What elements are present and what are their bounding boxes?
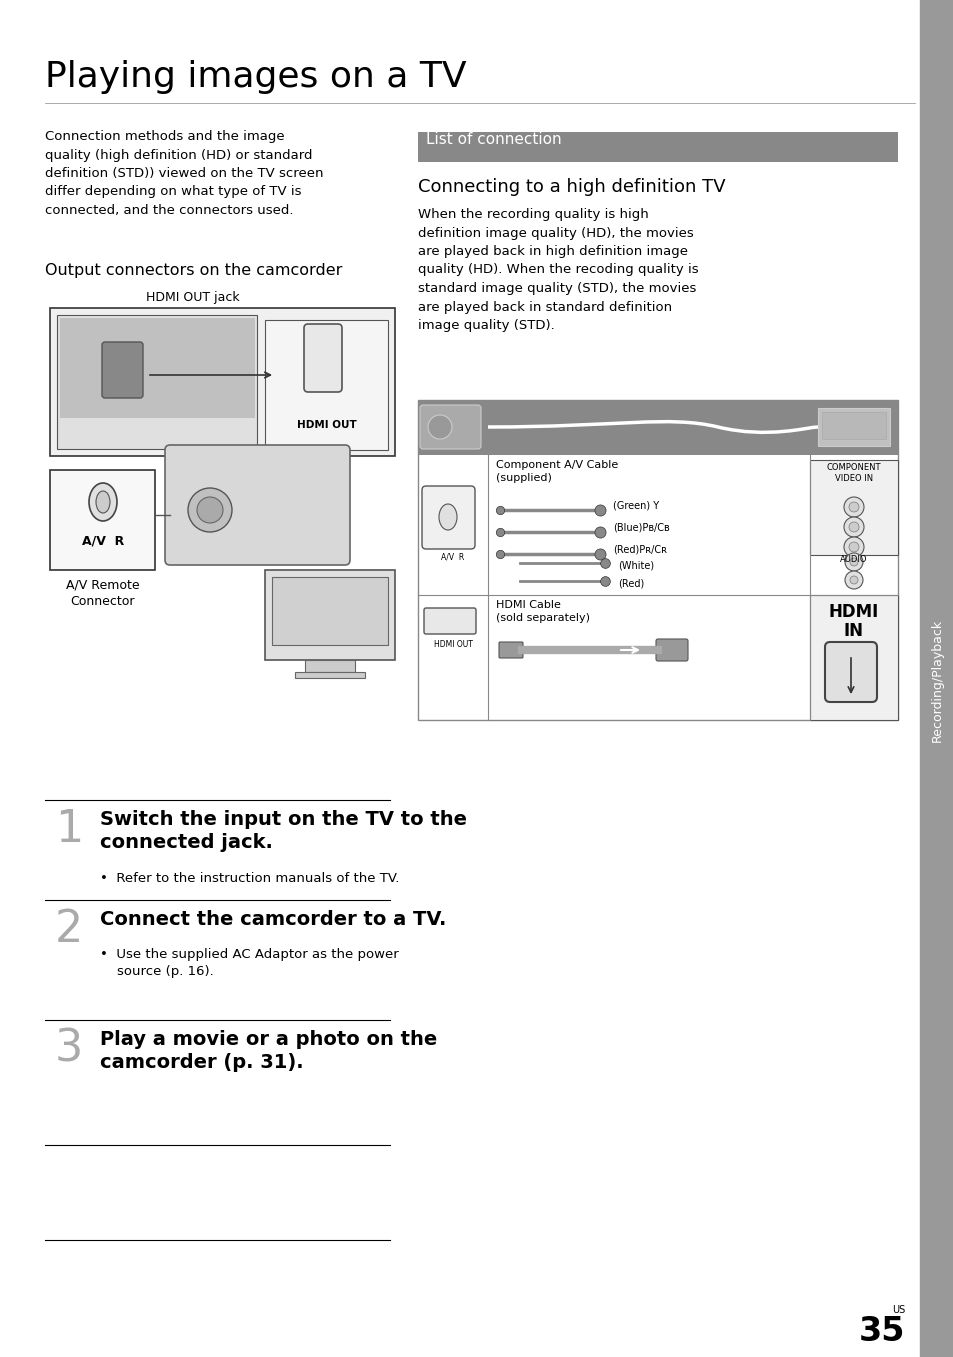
Circle shape: [843, 537, 863, 556]
Bar: [417, 132, 897, 161]
Circle shape: [849, 558, 857, 566]
Text: (White): (White): [618, 560, 654, 570]
Text: 2: 2: [55, 908, 83, 951]
Bar: [50, 308, 395, 456]
Bar: [60, 318, 254, 418]
Bar: [294, 672, 365, 678]
Text: 35: 35: [858, 1315, 904, 1348]
Text: A/V  R: A/V R: [82, 535, 124, 547]
Circle shape: [848, 502, 858, 512]
Circle shape: [843, 517, 863, 537]
Text: (Blue)Pʙ/Cʙ: (Blue)Pʙ/Cʙ: [613, 522, 669, 532]
Text: (Green) Y: (Green) Y: [613, 499, 659, 510]
Circle shape: [196, 497, 223, 522]
Text: Recording/Playback: Recording/Playback: [929, 619, 943, 741]
Bar: [305, 660, 355, 672]
Text: Connection methods and the image
quality (high definition (HD) or standard
defin: Connection methods and the image quality…: [45, 130, 323, 217]
FancyBboxPatch shape: [824, 642, 876, 702]
Bar: [272, 577, 388, 645]
Text: •  Refer to the instruction manuals of the TV.: • Refer to the instruction manuals of th…: [100, 873, 399, 885]
FancyBboxPatch shape: [419, 404, 480, 449]
Text: COMPONENT
VIDEO IN: COMPONENT VIDEO IN: [826, 463, 881, 483]
FancyBboxPatch shape: [421, 486, 475, 550]
Text: HDMI OUT jack: HDMI OUT jack: [146, 290, 239, 304]
Text: Connecting to a high definition TV: Connecting to a high definition TV: [417, 178, 725, 195]
FancyBboxPatch shape: [165, 445, 350, 565]
Text: List of connection: List of connection: [426, 132, 561, 147]
Text: 1: 1: [55, 807, 83, 851]
Bar: [919, 0, 953, 1357]
Text: •  Use the supplied AC Adaptor as the power
    source (p. 16).: • Use the supplied AC Adaptor as the pow…: [100, 949, 398, 978]
Text: Component A/V Cable
(supplied): Component A/V Cable (supplied): [496, 460, 618, 483]
Text: (Red): (Red): [618, 578, 643, 588]
Circle shape: [844, 571, 862, 589]
Bar: [417, 400, 897, 721]
Bar: [809, 460, 897, 555]
Circle shape: [848, 522, 858, 532]
Bar: [417, 400, 897, 455]
FancyBboxPatch shape: [304, 324, 341, 392]
Text: A/V Remote
Connector: A/V Remote Connector: [66, 578, 140, 608]
Circle shape: [849, 575, 857, 584]
Text: 3: 3: [55, 1029, 83, 1071]
Circle shape: [843, 497, 863, 517]
Circle shape: [848, 541, 858, 552]
Text: US: US: [891, 1305, 904, 1315]
Bar: [265, 570, 395, 660]
Text: Playing images on a TV: Playing images on a TV: [45, 60, 466, 94]
Text: (Red)Pʀ/Cʀ: (Red)Pʀ/Cʀ: [613, 544, 666, 554]
FancyBboxPatch shape: [498, 642, 522, 658]
Text: HDMI
IN: HDMI IN: [828, 603, 879, 641]
Text: AUDIO: AUDIO: [840, 555, 867, 565]
Text: Output connectors on the camcorder: Output connectors on the camcorder: [45, 263, 342, 278]
Ellipse shape: [96, 491, 110, 513]
Text: Connect the camcorder to a TV.: Connect the camcorder to a TV.: [100, 911, 446, 930]
FancyBboxPatch shape: [102, 342, 143, 398]
Text: A/V  R: A/V R: [441, 552, 464, 560]
Text: HDMI OUT: HDMI OUT: [433, 641, 472, 649]
Text: Play a movie or a photo on the
camcorder (p. 31).: Play a movie or a photo on the camcorder…: [100, 1030, 436, 1072]
Text: Switch the input on the TV to the
connected jack.: Switch the input on the TV to the connec…: [100, 810, 467, 852]
Bar: [821, 413, 885, 440]
Text: HDMI OUT: HDMI OUT: [296, 421, 356, 430]
FancyBboxPatch shape: [656, 639, 687, 661]
Bar: [57, 315, 256, 449]
Bar: [817, 408, 889, 446]
Circle shape: [188, 489, 232, 532]
FancyBboxPatch shape: [423, 608, 476, 634]
Text: HDMI Cable
(sold separately): HDMI Cable (sold separately): [496, 600, 589, 623]
Bar: [265, 320, 388, 451]
Ellipse shape: [438, 503, 456, 531]
Text: When the recording quality is high
definition image quality (HD), the movies
are: When the recording quality is high defin…: [417, 208, 698, 332]
Bar: [809, 594, 897, 721]
Ellipse shape: [89, 483, 117, 521]
Circle shape: [844, 554, 862, 571]
Bar: [50, 470, 154, 570]
Circle shape: [428, 415, 452, 440]
